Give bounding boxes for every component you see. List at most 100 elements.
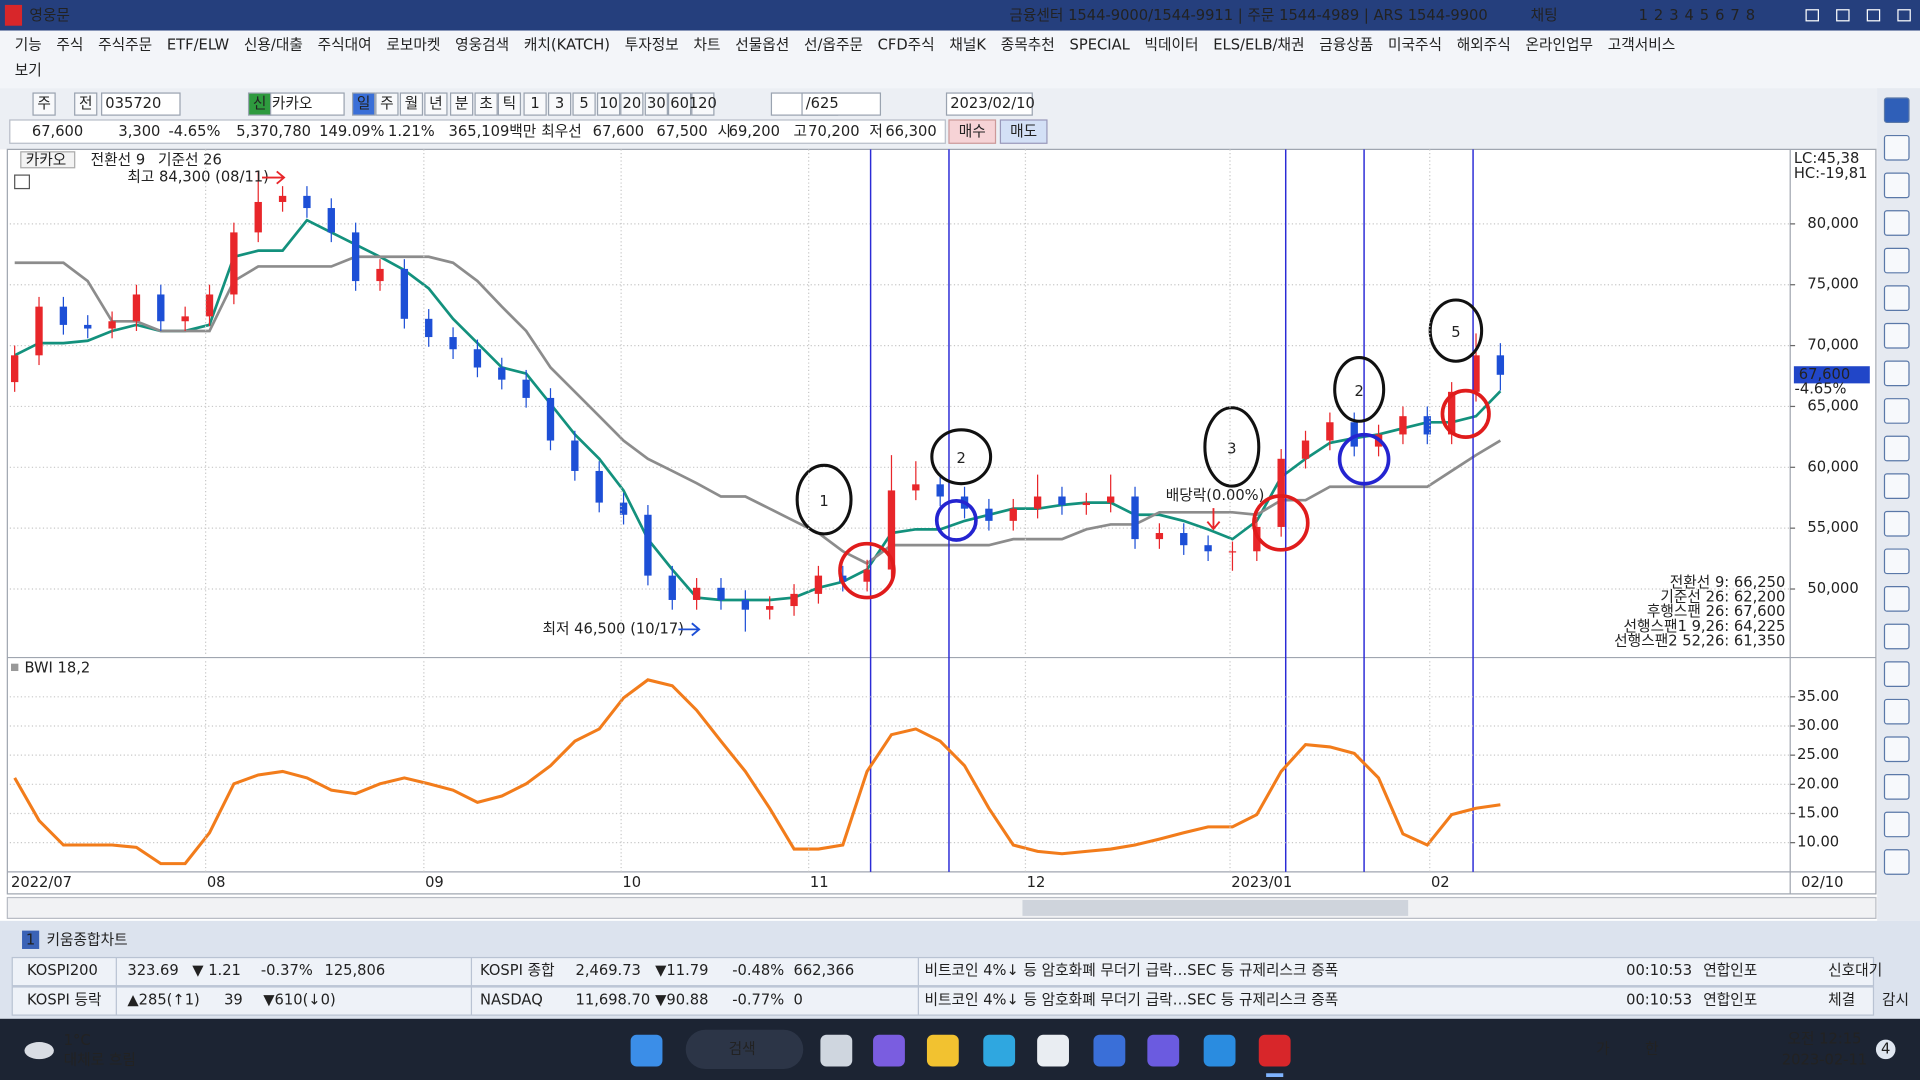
tool-icon[interactable]: [1883, 322, 1910, 349]
tab-title[interactable]: 키움종합차트: [47, 931, 128, 948]
screen-number[interactable]: 3: [1669, 7, 1678, 24]
screen-number[interactable]: 1: [1639, 7, 1648, 24]
tool-icon[interactable]: [1883, 548, 1910, 575]
toolbar-field[interactable]: [801, 92, 882, 116]
tool-icon[interactable]: [1883, 736, 1910, 763]
toolbar-item[interactable]: 30: [647, 95, 666, 112]
menu-item[interactable]: 캐치(KATCH): [524, 36, 610, 53]
screen-number[interactable]: 6: [1715, 7, 1724, 24]
toolbar-item[interactable]: 월: [405, 95, 419, 112]
screen-number[interactable]: 8: [1746, 7, 1755, 24]
menu-item[interactable]: 주식대여: [318, 36, 372, 53]
menu-item[interactable]: 종목추천: [1001, 36, 1055, 53]
menu-item[interactable]: 신용/대출: [244, 36, 303, 53]
menu-item[interactable]: 투자정보: [625, 36, 679, 53]
menu-item[interactable]: 온라인업무: [1525, 36, 1593, 53]
toolbar-button[interactable]: [424, 92, 448, 116]
tool-icon[interactable]: [1883, 435, 1910, 462]
news-headline[interactable]: 비트코인 4%↓ 등 암호화폐 무더기 급락…SEC 등 규제리스크 증폭: [924, 962, 1338, 979]
tool-icon[interactable]: [1883, 210, 1910, 236]
menu-item[interactable]: 기능: [15, 36, 42, 53]
taskbar-app[interactable]: [630, 1034, 663, 1067]
taskbar-app[interactable]: [873, 1034, 905, 1067]
menu-item[interactable]: CFD주식: [878, 36, 935, 53]
news-status[interactable]: 신호대기: [1828, 962, 1882, 979]
toolbar-item[interactable]: 20: [622, 95, 641, 112]
taskbar-app[interactable]: [1037, 1034, 1069, 1067]
toolbar-button[interactable]: [450, 92, 474, 116]
menu-item[interactable]: 빅데이터: [1145, 36, 1199, 53]
toolbar-item[interactable]: 주: [37, 95, 51, 112]
search-box[interactable]: [685, 1029, 804, 1069]
toolbar-item[interactable]: 틱: [503, 95, 517, 112]
toolbar-button[interactable]: [399, 92, 424, 116]
taskbar-app[interactable]: [1203, 1034, 1236, 1067]
scroll-thumb[interactable]: [1022, 900, 1409, 916]
menu-item[interactable]: 선물옵션: [735, 36, 789, 53]
toolbar-item[interactable]: 일: [357, 95, 371, 112]
toolbar-item[interactable]: 전: [79, 95, 93, 112]
toolbar-button[interactable]: [620, 92, 644, 116]
menu-item[interactable]: 채널K: [949, 36, 986, 53]
tool-icon[interactable]: [1883, 849, 1910, 875]
toolbar-button[interactable]: [74, 92, 98, 116]
menu-item[interactable]: 해외주식: [1457, 36, 1511, 53]
tool-icon[interactable]: [1883, 285, 1910, 312]
toolbar-item[interactable]: 1: [530, 95, 539, 112]
tool-icon[interactable]: [1883, 97, 1910, 124]
toolbar-item[interactable]: 신: [253, 95, 267, 112]
menu-item[interactable]: 고객서비스: [1608, 36, 1676, 53]
tool-icon[interactable]: [1883, 473, 1910, 499]
toolbar-button[interactable]: [691, 92, 715, 116]
tool-icon[interactable]: [1883, 811, 1910, 838]
tool-icon[interactable]: [1883, 623, 1910, 650]
toolbar-item[interactable]: 035720: [105, 95, 161, 112]
tool-icon[interactable]: [1883, 698, 1910, 725]
toolbar-item[interactable]: 2023/02/10: [950, 95, 1035, 112]
taskbar-app[interactable]: [1147, 1034, 1180, 1067]
toolbar-item[interactable]: 주: [380, 95, 394, 112]
menu-item[interactable]: 영웅검색: [455, 36, 509, 53]
toolbar-button[interactable]: [352, 92, 376, 116]
menu-item[interactable]: 보기: [15, 62, 42, 79]
tool-icon[interactable]: [1883, 510, 1910, 537]
toolbar-item[interactable]: 60: [670, 95, 689, 112]
toolbar-item[interactable]: /625: [806, 95, 839, 112]
scrollbar[interactable]: [6, 896, 1877, 919]
toolbar-button[interactable]: [497, 92, 522, 116]
toolbar-field[interactable]: [945, 92, 1033, 116]
toolbar-item[interactable]: 초: [479, 95, 493, 112]
news-extra[interactable]: 감시: [1882, 991, 1909, 1008]
menu-item[interactable]: SPECIAL: [1070, 36, 1131, 53]
toolbar-button[interactable]: [523, 92, 547, 116]
news-status[interactable]: 체결: [1828, 991, 1855, 1008]
taskbar-app[interactable]: [1093, 1034, 1126, 1067]
toolbar-button[interactable]: [596, 92, 621, 116]
tool-icon[interactable]: [1883, 398, 1910, 424]
toolbar-button[interactable]: [644, 92, 668, 116]
toolbar-item[interactable]: 10: [599, 95, 618, 112]
menu-item[interactable]: 주식주문: [98, 36, 152, 53]
tool-icon[interactable]: [1883, 172, 1910, 199]
screen-number[interactable]: 7: [1730, 7, 1739, 24]
menu-item[interactable]: 금융상품: [1319, 36, 1373, 53]
buy-button[interactable]: [948, 119, 997, 144]
toolbar-button[interactable]: [247, 92, 272, 116]
tool-icon[interactable]: [1883, 773, 1910, 800]
tool-icon[interactable]: [1883, 134, 1910, 161]
toolbar-button[interactable]: [474, 92, 498, 116]
screen-number[interactable]: 2: [1654, 7, 1663, 24]
screen-number[interactable]: 4: [1685, 7, 1694, 24]
toolbar-item[interactable]: 3: [555, 95, 564, 112]
sell-button[interactable]: [999, 119, 1048, 144]
menu-item[interactable]: 차트: [693, 36, 720, 53]
toolbar-field[interactable]: [101, 92, 181, 116]
chat-button[interactable]: 채팅: [1531, 7, 1558, 24]
toolbar-button[interactable]: [375, 92, 399, 116]
toolbar-item[interactable]: 카카오: [272, 95, 313, 112]
toolbar-button[interactable]: [32, 92, 56, 116]
toolbar-item[interactable]: 분: [455, 95, 469, 112]
menu-item[interactable]: ELS/ELB/채권: [1213, 36, 1304, 53]
tool-icon[interactable]: [1883, 247, 1910, 274]
toolbar-item[interactable]: 년: [429, 95, 443, 112]
